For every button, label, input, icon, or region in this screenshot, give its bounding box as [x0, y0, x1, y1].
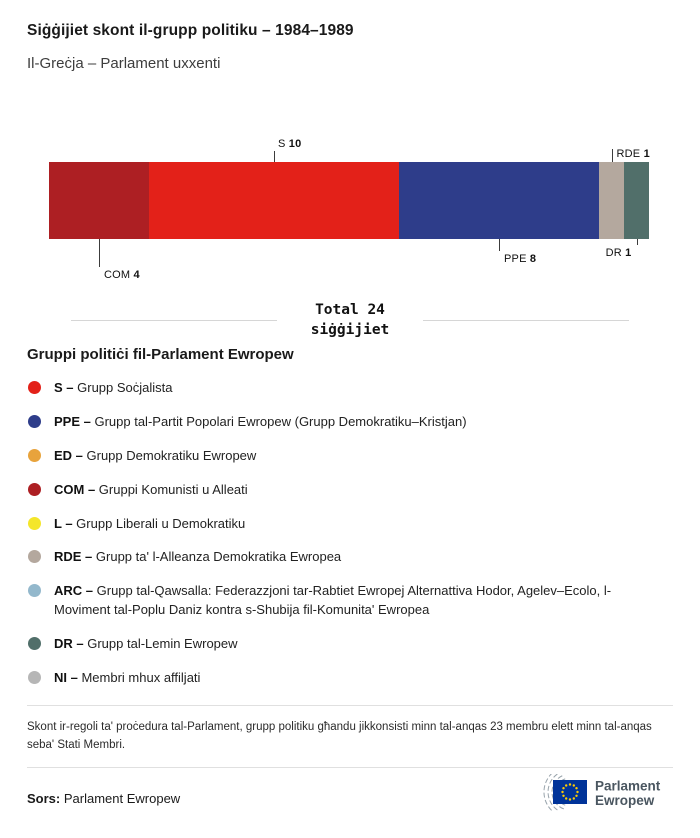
- page-subtitle: Il-Greċja – Parlament uxxenti: [27, 55, 221, 72]
- legend-item-dr: DR – Grupp tal-Lemin Ewropew: [27, 635, 673, 654]
- legend-list: S – Grupp Soċjalista PPE – Grupp tal-Part…: [27, 379, 673, 687]
- legend-item-ppe: PPE – Grupp tal-Partit Popolari Ewropew …: [27, 413, 673, 432]
- legend-color-dot: [28, 414, 41, 428]
- total-seats: Total 24 siġġijiet: [71, 301, 630, 340]
- legend-heading: Gruppi politiċi fil-Parlament Ewropew: [27, 346, 294, 364]
- total-seats-label: Total 24 siġġijiet: [277, 301, 424, 340]
- callout-line: [636, 239, 638, 245]
- european-parliament-logo-icon: Parlament Ewropew: [543, 774, 661, 812]
- callout-text-rde: RDE 1: [616, 148, 650, 160]
- callout-text-ppe: PPE 8: [504, 253, 537, 265]
- callout-line: [499, 239, 500, 251]
- total-line-2: siġġijiet: [310, 321, 390, 338]
- callout-text-s: S 10: [278, 138, 302, 150]
- footnote-divider: [27, 704, 673, 706]
- legend-item-s: S – Grupp Soċjalista: [27, 379, 673, 398]
- source: Sors: Parlament Ewropew: [27, 791, 180, 806]
- legend-label: S – Grupp Soċjalista: [54, 380, 173, 396]
- legend-label: ARC – Grupp tal-Qawsalla: Federazzjoni t…: [54, 583, 612, 618]
- legend-color-dot: [28, 550, 41, 564]
- legend-color-dot: [28, 381, 41, 395]
- total-left-rule: [71, 320, 277, 322]
- bar-segment-s[interactable]: [149, 162, 399, 239]
- legend-color-dot: [28, 482, 41, 496]
- callout-text-com: COM 4: [104, 269, 140, 281]
- legend-color-dot: [28, 670, 41, 684]
- legend-label: DR – Grupp tal-Lemin Ewropew: [54, 635, 238, 651]
- legend-label: L – Grupp Liberali u Demokratiku: [54, 515, 246, 531]
- legend-label: ED – Grupp Demokratiku Ewropew: [54, 447, 257, 463]
- legend-label: PPE – Grupp tal-Partit Popolari Ewropew …: [54, 413, 467, 429]
- legend-item-rde: RDE – Grupp ta' l-Alleanza Demokratika E…: [27, 548, 673, 567]
- legend-item-com: COM – Gruppi Komunisti u Alleati: [27, 481, 673, 500]
- legend-color-dot: [28, 448, 41, 462]
- footnote: Skont ir-regoli ta' proċedura tal-Parlam…: [27, 720, 652, 751]
- legend-item-l: L – Grupp Liberali u Demokratiku: [27, 515, 673, 534]
- legend-color-dot: [28, 516, 41, 530]
- legend-item-arc: ARC – Grupp tal-Qawsalla: Federazzjoni t…: [27, 582, 673, 620]
- bar-segment-ppe[interactable]: [399, 162, 599, 239]
- total-line-1: Total 24: [315, 302, 385, 318]
- european-parliament-logo: Parlament Ewropew: [523, 774, 673, 814]
- bar-segment-rde[interactable]: [599, 162, 624, 239]
- source-label: Sors:: [27, 791, 61, 807]
- legend-label: COM – Gruppi Komunisti u Alleati: [54, 481, 248, 497]
- logo-text-line2: Ewropew: [595, 793, 655, 808]
- callout-line: [99, 239, 100, 267]
- footer: Sors: Parlament Ewropew: [27, 768, 673, 814]
- page-title: Siġġijiet skont il-grupp politiku – 1984…: [27, 22, 354, 39]
- legend-label: RDE – Grupp ta' l-Alleanza Demokratika E…: [54, 549, 342, 565]
- callout-line: [274, 151, 275, 162]
- legend-color-dot: [28, 636, 41, 650]
- legend-item-ni: NI – Membri mhux affiljati: [27, 669, 673, 688]
- legend-color-dot: [28, 584, 41, 598]
- bar-segment-com[interactable]: [49, 162, 149, 239]
- bar-segment-dr[interactable]: [624, 162, 649, 239]
- legend-label: NI – Membri mhux affiljati: [54, 669, 201, 685]
- legend-item-ed: ED – Grupp Demokratiku Ewropew: [27, 447, 673, 466]
- eu-flag-icon: [553, 780, 587, 805]
- seats-chart: COM 4 S 10 PPE 8 RDE 1 DR 1: [49, 138, 650, 281]
- source-value: Parlament Ewropew: [63, 791, 181, 807]
- total-right-rule: [423, 320, 630, 322]
- stacked-bar: COM 4 S 10 PPE 8 RDE 1 DR 1: [49, 138, 650, 281]
- logo-text-line1: Parlament: [595, 779, 661, 794]
- footer-divider: [27, 767, 673, 769]
- callout-line: [611, 149, 613, 162]
- callout-text-dr: DR 1: [605, 247, 632, 259]
